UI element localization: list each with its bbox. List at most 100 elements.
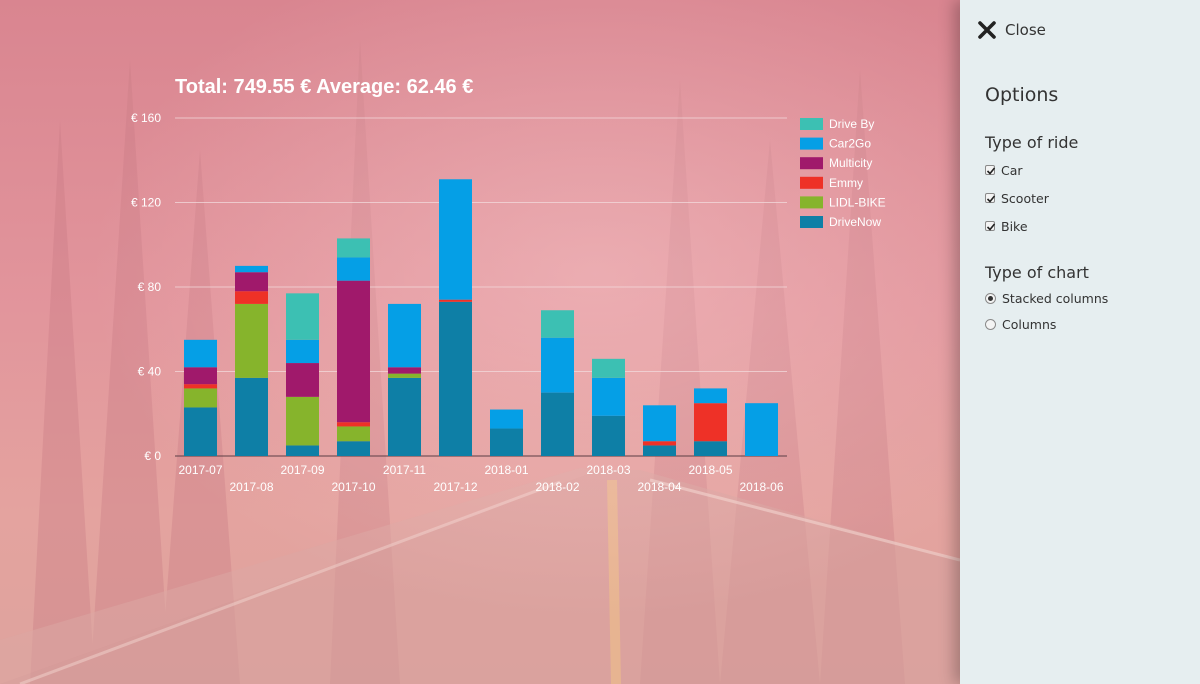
stacked-column-chart: € 0€ 40€ 80€ 120€ 160 2017-072017-082017… <box>131 111 886 494</box>
bar-segment-drivenow-2017-09[interactable] <box>286 445 319 456</box>
checkmark-icon <box>986 167 996 175</box>
bar-segment-drivenow-2017-11[interactable] <box>388 377 421 456</box>
legend-swatch <box>800 137 823 150</box>
bar-segment-car2go-2018-05[interactable] <box>694 388 727 404</box>
checkmark-icon <box>986 223 996 231</box>
bar-segment-car2go-2018-02[interactable] <box>541 337 574 393</box>
x-tick-label: 2017-10 <box>331 480 375 494</box>
chart-gridlines <box>175 117 787 457</box>
bar-segment-drive-by-2017-09[interactable] <box>286 293 319 340</box>
bar-segment-multicity-2017-08[interactable] <box>235 272 268 292</box>
bar-segment-drivenow-2017-07[interactable] <box>184 407 217 456</box>
x-tick-label: 2017-11 <box>383 463 426 477</box>
bar-segment-multicity-2017-09[interactable] <box>286 363 319 397</box>
ride-option-bike[interactable]: Bike <box>985 217 1028 235</box>
close-button[interactable]: Close <box>978 18 1046 42</box>
chart-type-title: Type of chart <box>985 263 1089 282</box>
ride-option-scooter[interactable]: Scooter <box>985 189 1049 207</box>
stacked-columns-label: Stacked columns <box>1002 290 1109 306</box>
bar-segment-drive-by-2017-10[interactable] <box>337 238 370 258</box>
bar-segment-car2go-2017-08[interactable] <box>235 265 268 273</box>
bar-segment-drivenow-2017-08[interactable] <box>235 377 268 456</box>
x-tick-label: 2017-12 <box>433 480 477 494</box>
bar-segment-multicity-2017-11[interactable] <box>388 367 421 374</box>
bar-segment-car2go-2017-11[interactable] <box>388 303 421 368</box>
options-title: Options <box>985 84 1059 106</box>
x-axis-ticks: 2017-07 2017-08 2017-09 2017-10 2017-11 2017-… <box>178 463 783 494</box>
x-tick-label: 2018-06 <box>739 480 783 494</box>
legend-swatch <box>800 176 823 189</box>
ride-option-car[interactable]: Car <box>985 161 1023 179</box>
legend-swatch <box>800 216 823 228</box>
bar-segment-lidl-bike-2017-09[interactable] <box>286 396 319 446</box>
car-label: Car <box>1001 162 1023 178</box>
bar-segment-emmy-2017-07[interactable] <box>184 384 217 389</box>
bar-segment-drivenow-2018-02[interactable] <box>541 392 574 456</box>
background-haze <box>0 0 960 684</box>
bar-segment-car2go-2018-03[interactable] <box>592 377 625 416</box>
y-tick-label: € 80 <box>138 280 162 294</box>
chart-legend: Drive By Car2Go Multicity Emmy LIDL-BIKE Driv… <box>800 117 886 229</box>
bar-segment-drivenow-2017-10[interactable] <box>337 441 370 456</box>
y-tick-label: € 0 <box>144 449 161 463</box>
x-tick-label: 2018-03 <box>586 463 630 477</box>
bar-segment-car2go-2018-01[interactable] <box>490 409 523 429</box>
checkmark-icon <box>986 195 996 203</box>
bar-segment-multicity-2017-07[interactable] <box>184 367 217 385</box>
legend-label[interactable]: Emmy <box>829 176 863 190</box>
chart-type-stacked-columns[interactable]: Stacked columns <box>985 289 1108 307</box>
bar-segment-drivenow-2018-04[interactable] <box>643 445 676 456</box>
bar-segment-car2go-2017-09[interactable] <box>286 339 319 364</box>
y-tick-label: € 40 <box>138 365 162 379</box>
legend-swatch <box>800 196 823 209</box>
x-tick-label: 2018-02 <box>535 480 579 494</box>
legend-label[interactable]: LIDL-BIKE <box>829 195 886 209</box>
options-panel: Close Options Type of ride Car Scooter B… <box>960 0 1200 684</box>
bike-label: Bike <box>1001 218 1028 234</box>
bar-segment-car2go-2017-07[interactable] <box>184 339 217 368</box>
bar-segment-lidl-bike-2017-11[interactable] <box>388 373 421 378</box>
bar-segment-drivenow-2018-01[interactable] <box>490 428 523 456</box>
legend-label[interactable]: Drive By <box>829 117 874 131</box>
y-tick-label: € 120 <box>131 196 161 210</box>
bar-segment-emmy-2017-08[interactable] <box>235 291 268 304</box>
legend-label[interactable]: Car2Go <box>829 137 871 151</box>
bar-segment-drive-by-2018-02[interactable] <box>541 310 574 338</box>
scooter-label: Scooter <box>1001 190 1049 206</box>
bike-checkbox[interactable] <box>985 221 996 231</box>
car-checkbox[interactable] <box>985 165 996 175</box>
x-tick-label: 2017-09 <box>280 463 324 477</box>
ride-type-title: Type of ride <box>985 133 1079 152</box>
bar-segment-emmy-2018-04[interactable] <box>643 441 676 446</box>
columns-radio[interactable] <box>985 318 996 330</box>
stacked-columns-radio[interactable] <box>985 292 996 304</box>
close-icon <box>978 21 996 39</box>
bar-segment-lidl-bike-2017-08[interactable] <box>235 303 268 378</box>
bar-segment-drivenow-2018-05[interactable] <box>694 441 727 456</box>
legend-label[interactable]: Multicity <box>829 156 872 170</box>
bar-segment-emmy-2017-10[interactable] <box>337 422 370 427</box>
x-tick-label: 2018-01 <box>484 463 528 477</box>
columns-label: Columns <box>1002 316 1057 332</box>
bar-segment-lidl-bike-2017-07[interactable] <box>184 388 217 408</box>
bar-segment-car2go-2018-06[interactable] <box>745 403 778 456</box>
legend-label[interactable]: DriveNow <box>829 215 881 229</box>
bar-segment-drivenow-2018-03[interactable] <box>592 415 625 456</box>
legend-swatch <box>800 118 823 130</box>
bar-segment-car2go-2018-04[interactable] <box>643 405 676 442</box>
y-axis-ticks: € 0 € 40 € 80 € 120 € 160 <box>131 111 161 463</box>
bar-segment-lidl-bike-2017-10[interactable] <box>337 426 370 442</box>
legend-swatch <box>800 157 823 170</box>
bar-segment-drive-by-2018-03[interactable] <box>592 358 625 378</box>
chart-type-columns[interactable]: Columns <box>985 315 1056 333</box>
bar-segment-drivenow-2017-12[interactable] <box>439 301 472 456</box>
bar-segment-emmy-2018-05[interactable] <box>694 403 727 442</box>
x-tick-label: 2018-05 <box>688 463 732 477</box>
bar-segment-car2go-2017-12[interactable] <box>439 179 472 300</box>
bar-segment-car2go-2017-10[interactable] <box>337 257 370 281</box>
bar-segment-emmy-2017-12[interactable] <box>439 299 472 302</box>
y-tick-label: € 160 <box>131 111 161 125</box>
x-tick-label: 2018-04 <box>637 480 681 494</box>
scooter-checkbox[interactable] <box>985 193 996 203</box>
bar-segment-multicity-2017-10[interactable] <box>337 280 370 423</box>
